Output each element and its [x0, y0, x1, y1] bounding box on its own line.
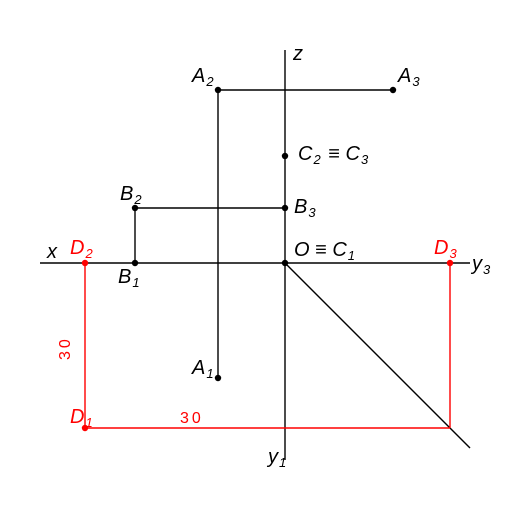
label-1: A3 [397, 65, 420, 89]
point-C-3 [282, 153, 288, 159]
label-3: C2 ≡ C3 [298, 143, 369, 167]
axis-label-z: z [292, 43, 303, 65]
label-0: A2 [191, 65, 214, 89]
point-B-5 [282, 205, 288, 211]
dimension-0: 30 [57, 336, 74, 360]
dimension-1: 30 [180, 410, 204, 427]
label-2: A1 [191, 357, 214, 381]
axis-label-x: x [46, 241, 58, 263]
rlabel-0: D2 [70, 237, 93, 261]
bisector-line [285, 263, 470, 448]
rlabel-1: D1 [70, 406, 93, 430]
point-A-1 [390, 87, 396, 93]
point-A-2 [215, 375, 221, 381]
point-O ≡ C-7 [282, 260, 288, 266]
point-B-6 [132, 260, 138, 266]
projection-diagram: x y3 z y1 A2 A3 A1 C2 ≡ C3 B2 B3 B1 O ≡ C1 D2 D1 D3 30 3… [0, 0, 510, 510]
label-5: B3 [294, 196, 316, 220]
label-6: B1 [118, 266, 140, 290]
label-7: O ≡ C1 [294, 239, 355, 263]
point-A-0 [215, 87, 221, 93]
rlabel-2: D3 [434, 237, 457, 261]
axis-label-y3: y3 [470, 253, 491, 277]
axis-label-y1: y1 [266, 446, 286, 470]
label-4: B2 [120, 183, 142, 207]
